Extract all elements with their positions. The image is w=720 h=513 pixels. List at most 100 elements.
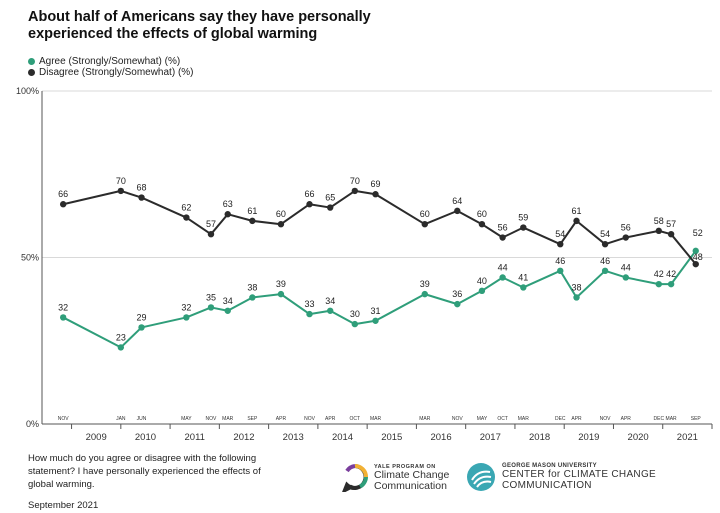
series-line-disagree bbox=[62, 189, 697, 265]
data-label-disagree: 69 bbox=[371, 179, 381, 189]
data-point-agree bbox=[454, 300, 461, 308]
data-label-disagree: 64 bbox=[452, 196, 462, 206]
gmu-logo-small-text: GEORGE MASON UNIVERSITY bbox=[502, 463, 597, 469]
yale-logo-small-text: YALE PROGRAM ON bbox=[374, 464, 436, 470]
data-point-agree bbox=[622, 274, 629, 281]
legend-label-disagree: Disagree (Strongly/Somewhat) (%) bbox=[39, 67, 194, 78]
yale-logo: YALE PROGRAM ON Climate Change Communica… bbox=[342, 464, 449, 492]
data-point-agree bbox=[351, 320, 359, 328]
gmu-logo: GEORGE MASON UNIVERSITY CENTER for CLIMA… bbox=[466, 462, 656, 492]
x-year-label: 2020 bbox=[628, 432, 649, 443]
x-month-label: DEC bbox=[654, 416, 665, 422]
data-label-agree: 40 bbox=[477, 276, 487, 286]
x-month-label: MAR bbox=[222, 416, 234, 422]
data-label-disagree: 70 bbox=[116, 176, 126, 186]
legend-swatch-disagree bbox=[28, 69, 35, 76]
data-label-disagree: 54 bbox=[600, 229, 610, 239]
legend-item-disagree: Disagree (Strongly/Somewhat) (%) bbox=[28, 67, 194, 78]
publication-date: September 2021 bbox=[28, 500, 99, 511]
x-month-label: NOV bbox=[452, 416, 464, 422]
legend-label-agree: Agree (Strongly/Somewhat) (%) bbox=[39, 56, 181, 67]
x-month-label: NOV bbox=[206, 416, 218, 422]
legend-swatch-agree bbox=[28, 58, 35, 65]
x-month-label: MAR bbox=[419, 416, 431, 422]
x-month-label: DEC bbox=[555, 416, 566, 422]
data-point-agree bbox=[207, 304, 215, 311]
x-month-label: APR bbox=[571, 416, 582, 422]
data-label-disagree: 66 bbox=[304, 189, 314, 199]
yale-logo-line2: Communication bbox=[374, 480, 447, 492]
data-point-disagree bbox=[520, 224, 527, 231]
data-label-disagree: 65 bbox=[325, 193, 335, 203]
data-label-agree: 46 bbox=[600, 256, 610, 266]
data-label-agree: 35 bbox=[206, 292, 216, 302]
x-month-label: APR bbox=[276, 416, 287, 422]
data-point-agree bbox=[372, 317, 379, 324]
data-label-agree: 41 bbox=[518, 272, 528, 282]
data-point-disagree bbox=[573, 217, 580, 225]
data-label-agree: 33 bbox=[304, 299, 314, 309]
x-year-label: 2021 bbox=[677, 432, 698, 443]
data-label-agree: 44 bbox=[498, 262, 508, 272]
data-point-disagree bbox=[667, 230, 675, 238]
data-label-agree: 52 bbox=[693, 228, 703, 238]
x-year-label: 2015 bbox=[381, 432, 402, 443]
data-point-agree bbox=[573, 294, 580, 301]
x-month-label: OCT bbox=[350, 416, 361, 422]
data-label-disagree: 62 bbox=[181, 203, 191, 213]
data-label-disagree: 63 bbox=[223, 199, 233, 209]
x-year-label: 2018 bbox=[529, 432, 550, 443]
data-label-agree: 42 bbox=[654, 269, 664, 279]
data-point-agree bbox=[557, 267, 564, 275]
data-point-disagree bbox=[249, 217, 256, 225]
data-point-agree bbox=[249, 294, 256, 301]
data-point-agree bbox=[117, 344, 125, 351]
data-point-disagree bbox=[351, 187, 359, 195]
legend: Agree (Strongly/Somewhat) (%) Disagree (… bbox=[28, 56, 194, 78]
x-month-label: MAR bbox=[518, 416, 530, 422]
data-point-agree bbox=[138, 324, 145, 331]
data-point-disagree bbox=[59, 201, 67, 208]
data-point-agree bbox=[59, 314, 67, 321]
gmu-logo-line2: COMMUNICATION bbox=[502, 480, 592, 491]
data-point-disagree bbox=[277, 221, 285, 228]
data-label-agree: 38 bbox=[247, 282, 257, 292]
data-point-agree bbox=[277, 290, 285, 298]
y-tick-label: 0% bbox=[26, 419, 39, 429]
x-month-label: MAY bbox=[181, 416, 192, 422]
data-point-disagree bbox=[655, 227, 662, 235]
chart-title: About half of Americans say they have pe… bbox=[28, 9, 371, 42]
data-label-agree: 32 bbox=[181, 302, 191, 312]
data-label-agree: 46 bbox=[555, 256, 565, 266]
data-label-agree: 38 bbox=[572, 282, 582, 292]
data-label-agree: 36 bbox=[452, 289, 462, 299]
data-point-agree bbox=[183, 314, 190, 321]
y-tick-label: 100% bbox=[16, 86, 39, 96]
x-month-label: NOV bbox=[600, 416, 612, 422]
x-year-label: 2013 bbox=[283, 432, 304, 443]
data-label-agree: 39 bbox=[276, 279, 286, 289]
data-label-agree: 34 bbox=[223, 296, 233, 306]
data-label-agree: 23 bbox=[116, 332, 126, 342]
data-label-disagree: 66 bbox=[58, 189, 68, 199]
data-label-disagree: 60 bbox=[420, 209, 430, 219]
data-label-disagree: 57 bbox=[206, 219, 216, 229]
data-point-disagree bbox=[117, 187, 125, 195]
data-point-disagree bbox=[478, 221, 486, 228]
data-point-disagree bbox=[499, 234, 506, 241]
x-year-label: 2014 bbox=[332, 432, 353, 443]
data-label-agree: 29 bbox=[137, 312, 147, 322]
data-point-agree bbox=[326, 307, 334, 314]
series-line-agree bbox=[62, 250, 697, 349]
data-point-agree bbox=[520, 284, 527, 291]
x-year-label: 2017 bbox=[480, 432, 501, 443]
data-label-agree: 44 bbox=[621, 262, 631, 272]
data-point-agree bbox=[499, 274, 506, 281]
data-label-disagree: 68 bbox=[137, 183, 147, 193]
x-month-label: MAR bbox=[666, 416, 678, 422]
data-point-disagree bbox=[557, 240, 564, 248]
x-month-label: SEP bbox=[691, 416, 702, 422]
data-point-agree bbox=[306, 310, 313, 318]
yale-logo-line1: Climate Change bbox=[374, 469, 450, 481]
x-year-label: 2011 bbox=[185, 432, 205, 443]
